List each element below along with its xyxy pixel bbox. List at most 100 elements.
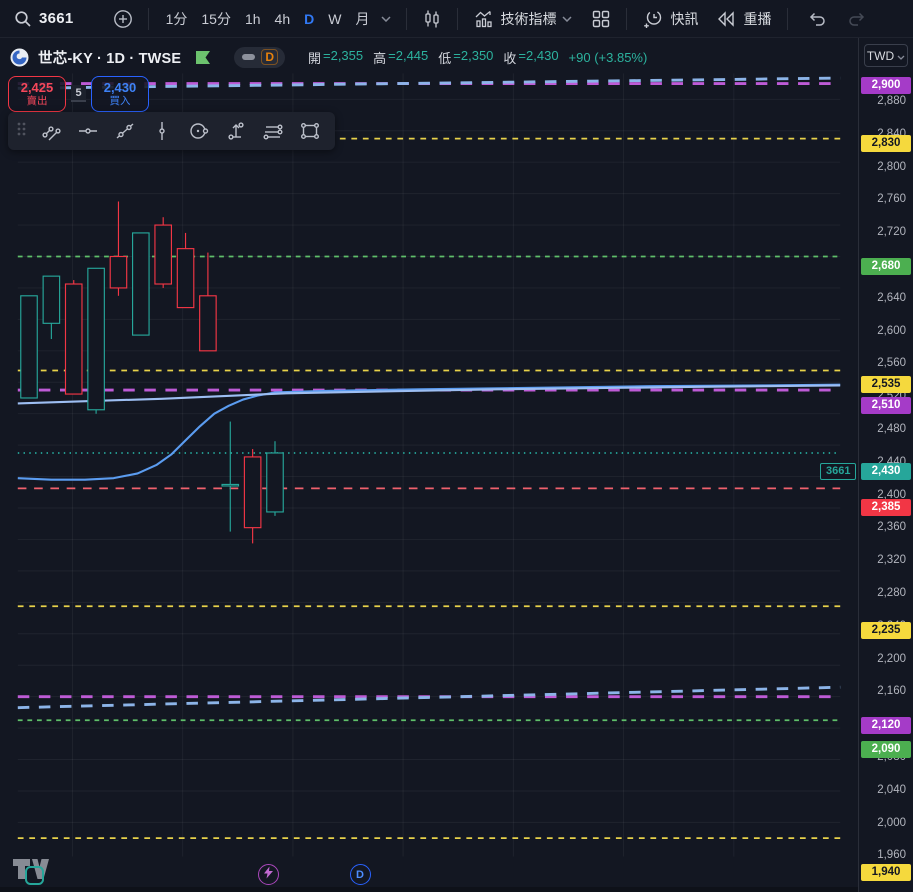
axis-tick-label: 2,400: [877, 488, 906, 501]
candle-body: [20, 295, 38, 399]
ohlc-readout: 開 =2,355 高 =2,445 低 =2,350 收 =2,430 +90 (+3.…: [308, 48, 647, 67]
timeframe-button-D[interactable]: D: [297, 7, 321, 31]
trend-line-icon: [114, 120, 136, 142]
candle-11: [266, 441, 284, 516]
tool-vertical-line[interactable]: [145, 116, 179, 146]
timeframe-menu-button[interactable]: [376, 4, 396, 34]
chevron-down-icon: [381, 15, 391, 22]
timeframe-button-1分[interactable]: 1分: [159, 5, 195, 33]
price-chip-2830: 2,830: [861, 134, 911, 152]
replay-button[interactable]: 重播: [710, 5, 777, 33]
drag-handle-icon[interactable]: [16, 121, 26, 142]
alert-marker[interactable]: [257, 864, 279, 886]
symbol-info-row: 世芯-KY · 1D · TWSE D 開 =2,355 高 =2,445 低 =2,…: [10, 42, 647, 72]
chevron-down-icon: [562, 15, 572, 22]
high-value: =2,445: [388, 47, 429, 63]
toolbar-separator: [406, 7, 408, 30]
currency-selector[interactable]: TWD: [864, 44, 908, 67]
dividend-marker[interactable]: D: [349, 864, 371, 886]
timeframe-button-1h[interactable]: 1h: [238, 7, 268, 31]
flag-icon[interactable]: [195, 50, 211, 65]
tool-price-range[interactable]: [219, 116, 253, 146]
timeframe-button-15分[interactable]: 15分: [194, 5, 238, 33]
candle-4: [109, 201, 128, 296]
candle-body: [199, 295, 217, 352]
buy-label: 買入: [109, 95, 131, 108]
chevron-down-icon: [897, 49, 905, 63]
layout-grid-button[interactable]: [586, 4, 616, 34]
candle-body: [42, 275, 61, 324]
symbol-title[interactable]: 世芯-KY · 1D · TWSE: [38, 50, 182, 67]
candle-5: [132, 232, 150, 336]
chart-type-button[interactable]: [417, 4, 447, 34]
last-price-symbol-tag: 3661: [820, 462, 857, 480]
axis-tick-label: 2,480: [877, 423, 906, 435]
add-symbol-button[interactable]: [108, 4, 138, 34]
symbol-search-value: 3661: [39, 10, 74, 27]
price-chip-2235: 2,235: [861, 622, 911, 640]
sell-label: 賣出: [26, 95, 48, 108]
axis-tick-label: 2,200: [877, 652, 906, 665]
upper-band-blue: [17, 76, 841, 90]
plus-circle-icon: [112, 8, 134, 30]
tool-parallel-channel[interactable]: [256, 116, 290, 146]
alert-button[interactable]: 快訊: [637, 4, 704, 33]
alarm-clock-plus-icon: [643, 8, 664, 29]
tradingview-logo[interactable]: [12, 855, 50, 892]
close-value: =2,430: [518, 47, 559, 63]
candle-1: [42, 275, 61, 340]
tool-circle[interactable]: [182, 116, 216, 146]
indicators-label: 技術指標: [500, 10, 557, 27]
undo-button[interactable]: [802, 4, 832, 34]
trade-panel: 2,425 賣出 5 2,430 買入: [8, 76, 149, 112]
undo-arrow-icon: [807, 11, 827, 27]
axis-tick-label: 2,320: [877, 554, 906, 567]
candle-body: [154, 224, 173, 285]
price-chip-2680: 2,680: [861, 257, 911, 275]
candle-body: [266, 452, 284, 513]
buy-button[interactable]: 2,430 買入: [91, 76, 149, 112]
open-label: 開: [307, 50, 321, 66]
price-axis[interactable]: 2,8802,8402,8002,7602,7202,6802,6402,600…: [858, 37, 913, 892]
timeframe-button-W[interactable]: W: [321, 7, 348, 31]
toolbar-separator: [147, 7, 149, 30]
axis-tick-label: 2,000: [877, 816, 906, 829]
candle-body: [64, 283, 83, 395]
indicators-icon: [474, 9, 494, 29]
candlestick-chart-icon: [422, 9, 442, 29]
change-value: +90 (+3.85%): [568, 49, 648, 65]
candle-9: [221, 421, 240, 532]
buy-price: 2,430: [103, 79, 137, 95]
toolbar-separator: [787, 7, 789, 30]
timeframe-button-月[interactable]: 月: [348, 5, 376, 33]
price-chip-2385: 2,385: [861, 499, 911, 517]
candle-10: [243, 449, 262, 544]
circle-tool-icon: [188, 120, 210, 142]
sell-button[interactable]: 2,425 賣出: [8, 76, 66, 112]
axis-tick-label: 2,720: [877, 226, 906, 239]
vertical-line-icon: [151, 120, 173, 142]
price-chip-2120: 2,120: [861, 716, 911, 734]
tool-trend-line[interactable]: [108, 116, 142, 146]
axis-tick-label: 2,760: [877, 193, 906, 206]
close-label: 收: [503, 50, 517, 66]
timeframe-button-4h[interactable]: 4h: [268, 7, 298, 31]
axis-tick-label: 2,160: [877, 685, 906, 698]
chart-canvas[interactable]: [0, 37, 858, 892]
candle-2: [64, 280, 83, 395]
alert-label: 快訊: [670, 10, 699, 27]
grid-layout-icon: [591, 9, 611, 29]
tool-cross-line[interactable]: [34, 116, 68, 146]
redo-button[interactable]: [842, 4, 872, 34]
price-chip-2510: 2,510: [861, 396, 911, 414]
low-value: =2,350: [453, 47, 494, 63]
symbol-search[interactable]: 3661: [10, 8, 78, 30]
indicators-button[interactable]: 技術指標: [468, 5, 578, 33]
tool-rectangle[interactable]: [293, 116, 327, 146]
price-chip-2900: 2,900: [861, 77, 911, 95]
dividend-d-glyph: D: [356, 868, 364, 881]
redo-arrow-icon: [847, 11, 867, 27]
tool-horizontal-line[interactable]: [71, 116, 105, 146]
candle-0: [20, 295, 38, 399]
interval-toggle-pill[interactable]: D: [234, 46, 285, 68]
